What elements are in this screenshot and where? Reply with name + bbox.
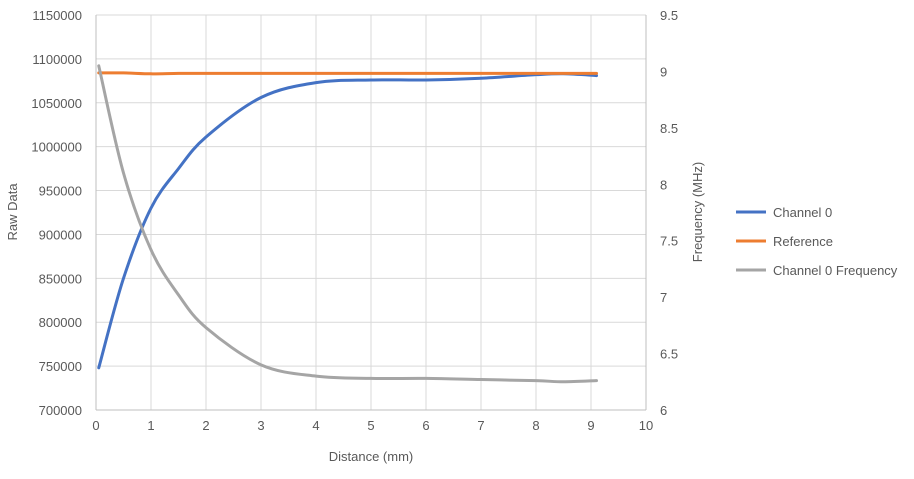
x-tick-label: 6	[422, 418, 429, 433]
series-line-channel-0-frequency	[97, 64, 598, 384]
y-tick-label: 700000	[39, 403, 82, 418]
y-tick-label: 800000	[39, 315, 82, 330]
y-tick-label: 750000	[39, 359, 82, 374]
y-tick-label: 1100000	[32, 52, 82, 67]
y-tick-label: 1150000	[32, 8, 82, 23]
y-tick-label: 900000	[39, 227, 82, 242]
x-axis-label: Distance (mm)	[329, 449, 414, 464]
legend-label: Channel 0	[773, 205, 832, 220]
x-tick-label: 9	[587, 418, 594, 433]
y-axis-label: Raw Data	[5, 183, 20, 241]
x-tick-label: 5	[367, 418, 374, 433]
x-tick-label: 3	[257, 418, 264, 433]
y2-tick-label: 6.5	[660, 347, 678, 362]
y2-tick-label: 9	[660, 64, 667, 79]
y2-tick-label: 7	[660, 290, 667, 305]
legend-label: Reference	[773, 234, 833, 249]
series-line-reference	[97, 71, 598, 76]
y-tick-label: 1050000	[31, 96, 82, 111]
y2-tick-label: 6	[660, 403, 667, 418]
x-tick-label: 10	[639, 418, 653, 433]
x-tick-label: 8	[532, 418, 539, 433]
y2-tick-label: 8.5	[660, 121, 678, 136]
x-tick-label: 2	[202, 418, 209, 433]
y2-tick-label: 9.5	[660, 8, 678, 23]
x-tick-label: 4	[312, 418, 319, 433]
y-tick-label: 1000000	[31, 140, 82, 155]
y2-tick-label: 8	[660, 177, 667, 192]
x-tick-label: 0	[92, 418, 99, 433]
y2-tick-label: 7.5	[660, 234, 678, 249]
x-tick-label: 1	[147, 418, 154, 433]
y-tick-label: 950000	[39, 184, 82, 199]
y2-axis-label: Frequency (MHz)	[690, 162, 705, 262]
y-tick-label: 850000	[39, 271, 82, 286]
series-line-channel-0	[97, 72, 598, 370]
x-tick-label: 7	[477, 418, 484, 433]
legend-label: Channel 0 Frequency	[773, 263, 898, 278]
